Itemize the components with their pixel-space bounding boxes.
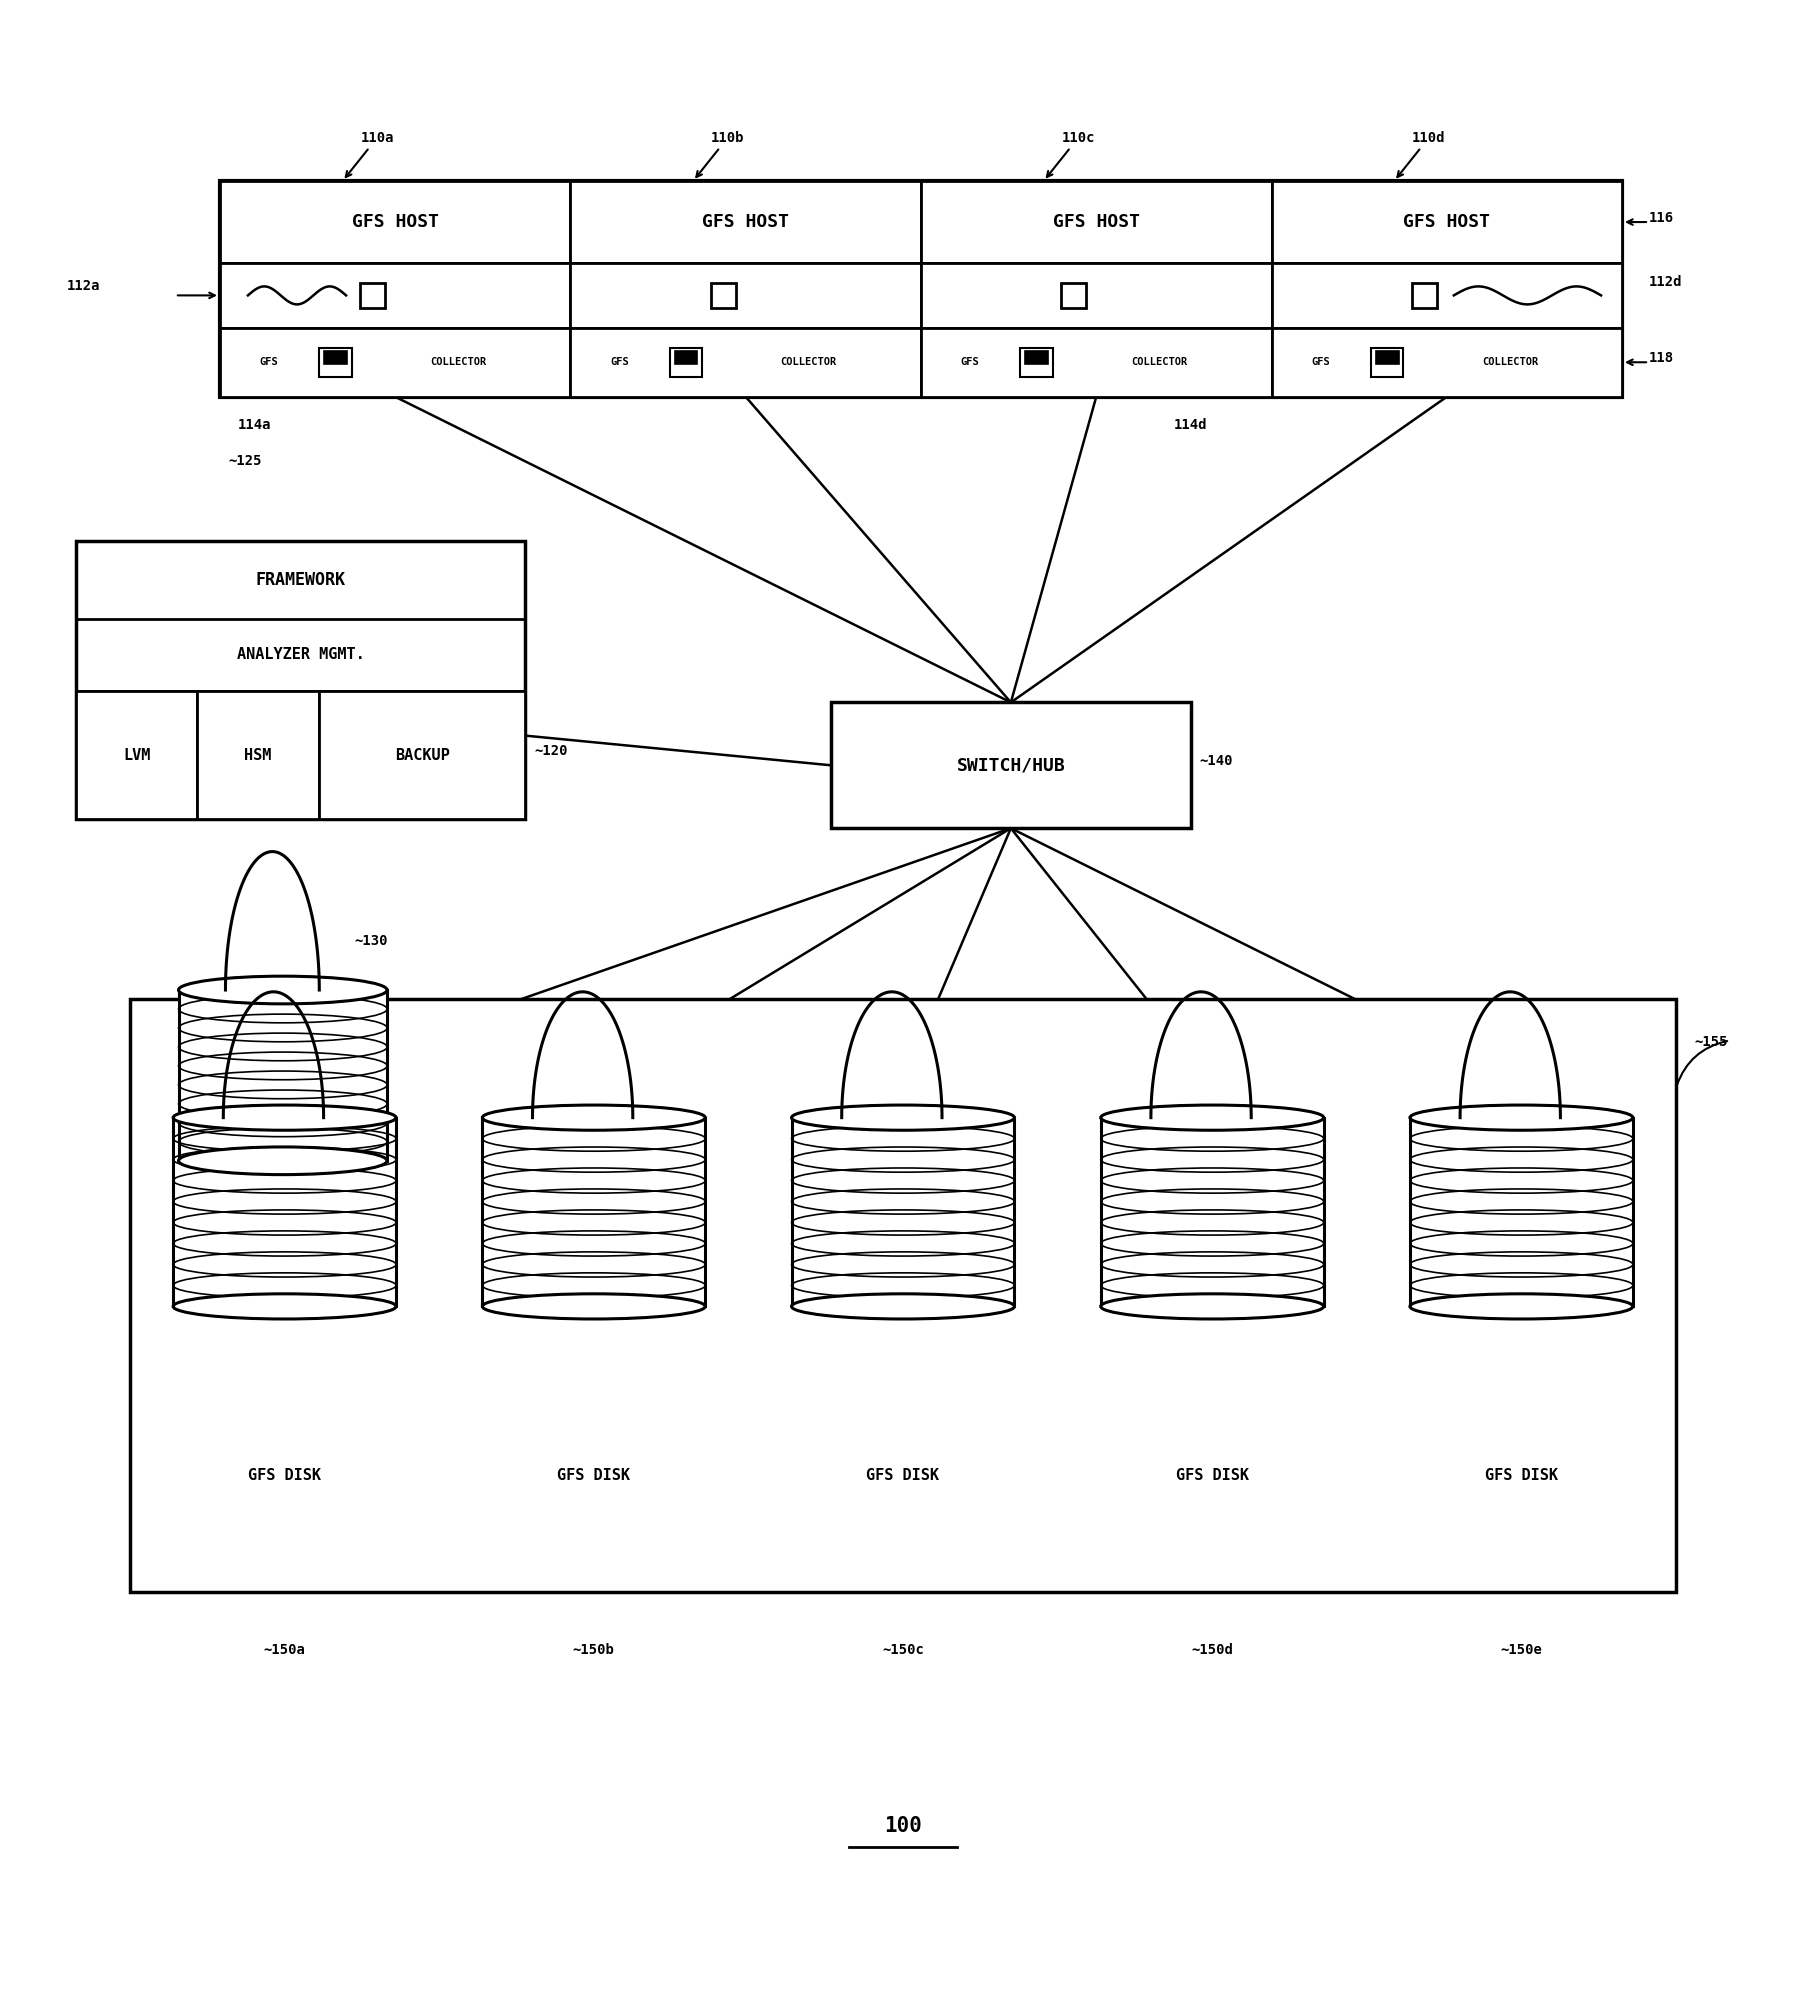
Bar [325,352,347,364]
Bar [791,1117,1014,1307]
Ellipse shape [791,1295,1014,1319]
Text: 110c: 110c [1047,130,1094,178]
Text: GFS DISK: GFS DISK [558,1469,630,1483]
Bar [220,182,1621,398]
Bar [220,264,570,328]
Bar [76,541,525,819]
Text: ANALYZER MGMT.: ANALYZER MGMT. [236,647,365,661]
Text: COLLECTOR: COLLECTOR [1130,358,1188,368]
Ellipse shape [179,977,386,1003]
Bar [173,1117,395,1307]
Bar [1375,352,1397,364]
Bar [675,352,697,364]
Ellipse shape [1410,1105,1632,1131]
Bar [1099,1117,1323,1307]
Bar [921,182,1271,264]
Text: ~150c: ~150c [881,1642,924,1656]
Bar [570,264,921,328]
Bar [197,691,318,819]
Text: GFS HOST: GFS HOST [352,214,439,232]
Bar [709,284,735,308]
Text: ~150d: ~150d [1191,1642,1233,1656]
Ellipse shape [482,1105,706,1131]
Bar [130,999,1675,1592]
Text: 100: 100 [884,1816,921,1836]
Text: SWITCH/HUB: SWITCH/HUB [957,757,1065,775]
Text: GFS: GFS [610,358,628,368]
Bar [318,691,525,819]
Ellipse shape [173,1295,395,1319]
Text: GFS DISK: GFS DISK [1175,1469,1247,1483]
Text: ~150e: ~150e [1500,1642,1541,1656]
Text: ~140: ~140 [1199,755,1233,769]
Bar [76,691,197,819]
Text: 110a: 110a [345,130,393,178]
Text: GFS HOST: GFS HOST [1052,214,1139,232]
Text: LVM: LVM [123,747,150,763]
Text: ~150a: ~150a [264,1642,305,1656]
Bar [1025,352,1047,364]
Bar [1412,284,1437,308]
Bar [319,348,352,378]
Text: 118: 118 [1648,352,1673,366]
Ellipse shape [179,1147,386,1175]
Text: ~125: ~125 [229,454,262,468]
Text: ~155: ~155 [1693,1035,1727,1049]
Text: GFS DISK: GFS DISK [866,1469,939,1483]
Ellipse shape [791,1105,1014,1131]
Bar [1271,264,1621,328]
Bar [830,703,1189,829]
Text: FRAMEWORK: FRAMEWORK [256,571,345,589]
Text: 112a: 112a [67,280,101,294]
Text: COLLECTOR: COLLECTOR [430,358,486,368]
Text: 112d: 112d [1648,276,1682,290]
Text: GFS HOST: GFS HOST [702,214,789,232]
Bar [570,182,921,264]
Bar [670,348,702,378]
Text: COLLECTOR: COLLECTOR [1480,358,1538,368]
Text: COLLECTOR: COLLECTOR [780,358,836,368]
Bar [482,1117,706,1307]
Ellipse shape [1410,1295,1632,1319]
Text: BACKUP: BACKUP [395,747,449,763]
Text: GFS: GFS [260,358,278,368]
Text: 116: 116 [1648,212,1673,226]
Bar [1271,182,1621,264]
Bar [921,328,1271,398]
Text: ~130: ~130 [354,935,388,949]
Ellipse shape [1099,1105,1323,1131]
Bar [921,264,1271,328]
Text: ~150b: ~150b [572,1642,614,1656]
Bar [1271,328,1621,398]
Text: 110b: 110b [697,130,744,178]
Text: HSM: HSM [244,747,271,763]
Bar [220,328,570,398]
Bar [1020,348,1052,378]
Bar [1370,348,1402,378]
Ellipse shape [482,1295,706,1319]
Text: 114a: 114a [238,418,271,432]
Text: DATABASE: DATABASE [242,1205,323,1223]
Text: 110d: 110d [1397,130,1444,178]
Text: 114d: 114d [1173,418,1206,432]
Bar [220,182,570,264]
Text: GFS DISK: GFS DISK [247,1469,321,1483]
Text: GFS: GFS [960,358,978,368]
Text: ~120: ~120 [534,743,567,757]
Bar [570,328,921,398]
Bar [1061,284,1087,308]
Text: GFS: GFS [1310,358,1328,368]
Text: GFS DISK: GFS DISK [1484,1469,1558,1483]
Ellipse shape [173,1105,395,1131]
Bar [1410,1117,1632,1307]
Ellipse shape [1099,1295,1323,1319]
Bar [359,284,384,308]
Text: GFS HOST: GFS HOST [1402,214,1489,232]
Bar [179,991,386,1161]
